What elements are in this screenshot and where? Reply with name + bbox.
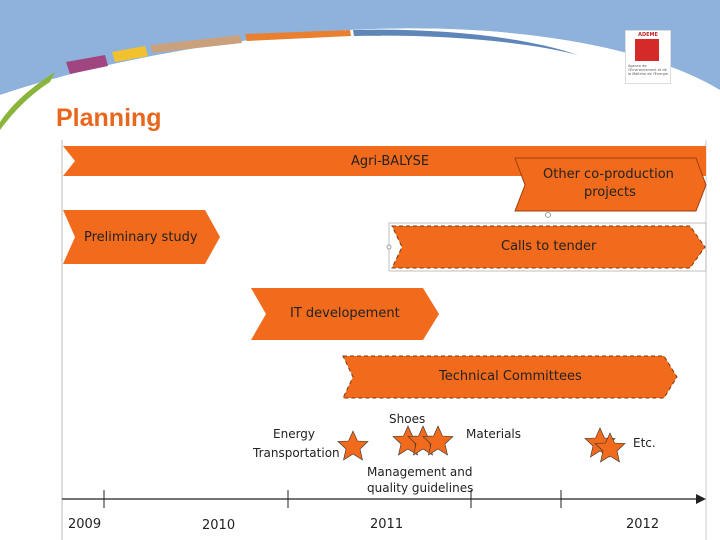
label-agri-balyse: Agri-BALYSE: [351, 154, 430, 169]
stripe-yellow: [112, 46, 148, 62]
label-shoes: Shoes: [389, 412, 426, 426]
ademe-logo: ADEME Agence de l'Environnement et de la…: [625, 30, 671, 84]
stripe-purple: [66, 55, 108, 74]
year-label-2009: 2009: [68, 517, 102, 532]
label-management-2: quality guidelines: [367, 481, 474, 495]
star-materials: [422, 425, 454, 456]
label-technical-committees: Technical Committees: [439, 369, 582, 384]
label-materials: Materials: [466, 427, 522, 441]
logo-name: ADEME: [638, 32, 658, 38]
stripe-tan: [150, 35, 242, 53]
bar-other-coproduction: [514, 157, 707, 212]
label-etc: Etc.: [633, 436, 656, 450]
label-calls-to-tender: Calls to tender: [501, 239, 597, 254]
label-transportation: Transportation: [253, 446, 340, 460]
bar-it-development: [251, 288, 439, 340]
bar-technical-committees: [342, 355, 678, 399]
stripe-blue: [353, 29, 578, 55]
logo-subtitle: Agence de l'Environnement et de la Maîtr…: [628, 64, 668, 76]
label-other-coproduction-1: Other co-production: [543, 167, 674, 182]
star-energy: [337, 430, 369, 461]
label-preliminary-study: Preliminary study: [84, 230, 198, 245]
timeline-arrow: [696, 494, 706, 504]
label-other-coproduction-2: projects: [584, 185, 636, 200]
header-banner: [0, 0, 720, 95]
label-energy: Energy: [273, 427, 316, 441]
bar-preliminary-study: [63, 210, 220, 264]
year-label-2010: 2010: [202, 518, 236, 533]
bar-calls-to-tender: [391, 225, 706, 269]
year-label-2011: 2011: [370, 517, 404, 532]
stripe-green: [0, 72, 55, 130]
star-etc-2: [594, 432, 626, 463]
page-title: Planning: [56, 104, 162, 132]
stripe-orange: [245, 30, 351, 41]
year-label-2012: 2012: [626, 517, 660, 532]
logo-mark: [635, 39, 659, 61]
label-management-1: Management and: [367, 465, 473, 479]
label-it-development: IT developement: [290, 306, 400, 321]
